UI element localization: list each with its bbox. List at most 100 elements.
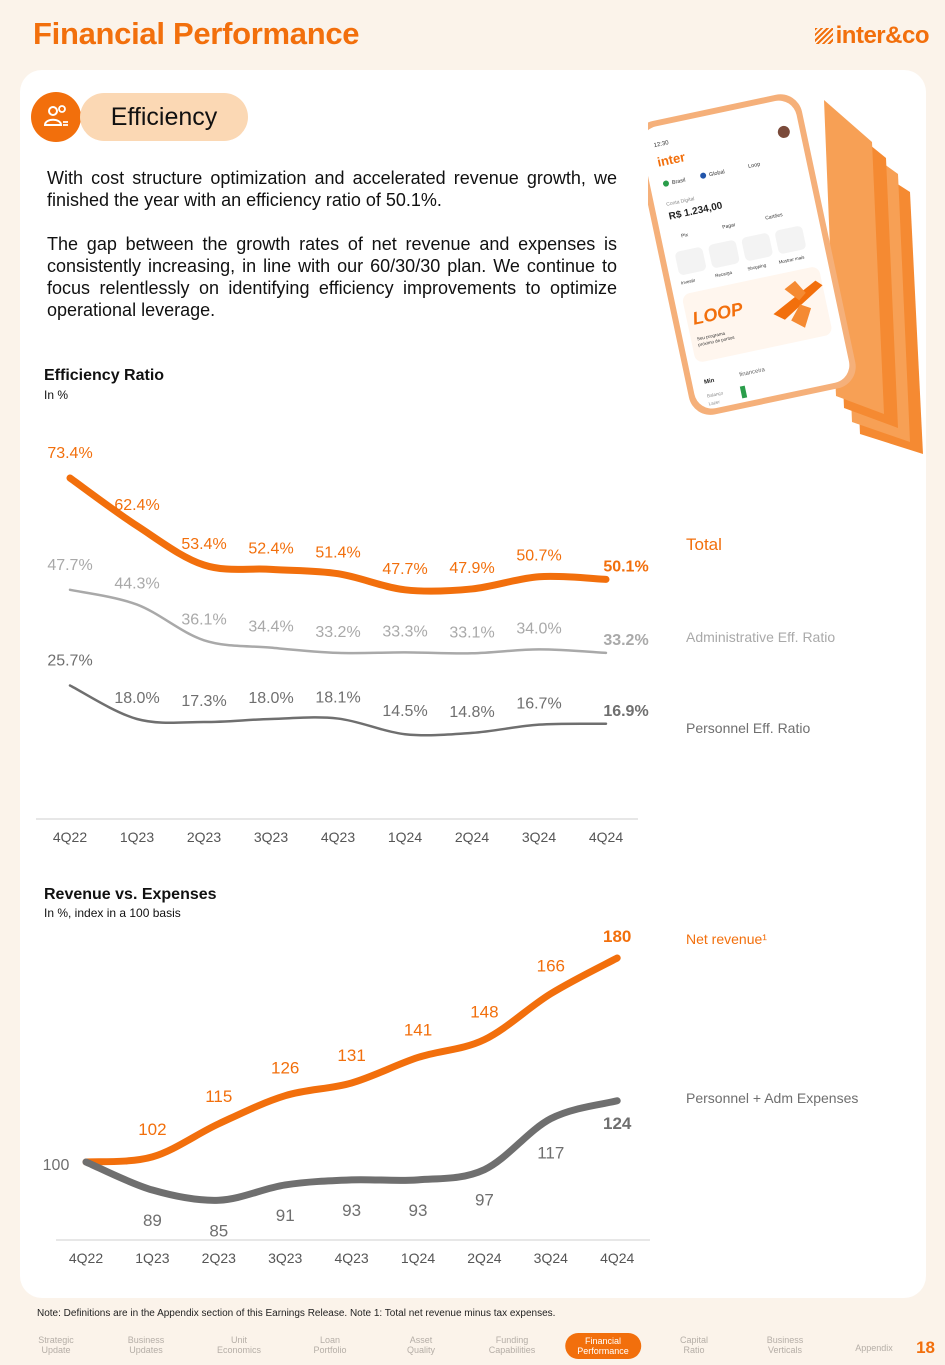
chart1-data-label: 53.4% [181,536,226,553]
phone-bottom-word: financeira [739,367,766,378]
chart1-x-tick: 4Q23 [321,829,355,845]
chart2-x-tick: 2Q24 [467,1250,501,1266]
chart2-data-label: 93 [409,1201,428,1220]
section-nav: Strategic Update Business Updates Unit Eco… [0,1330,945,1365]
chart1-data-label: 18.0% [248,690,293,707]
nav-item-unit-economics[interactable]: Unit Economics [216,1335,262,1355]
chart2-x-tick: 1Q24 [401,1250,435,1266]
phone-stack-shadows [824,100,923,454]
chart1-title: Efficiency Ratio [44,367,165,384]
chart2-data-label: 115 [205,1087,232,1106]
chart2-legend-entry: Net revenue¹ [686,931,767,947]
chart1-x-tick: 4Q22 [53,829,87,845]
chart2-data-label: 141 [404,1020,432,1039]
chart1-data-label: 14.5% [382,703,427,720]
phone-chip-3: Loop [748,162,761,170]
chart2-x-tick: 4Q24 [600,1250,634,1266]
chart2-data-label: 126 [271,1059,299,1078]
chart1-data-label: 62.4% [114,497,159,514]
page-number: 18 [916,1338,935,1357]
chart2-x-tick: 1Q23 [135,1250,169,1266]
brand-logo: inter&co [814,22,930,50]
chart1-data-label: 51.4% [315,545,360,562]
chart1-data-label: 33.2% [315,624,360,641]
chart1-x-tick: 3Q23 [254,829,288,845]
chart1-data-label: 44.3% [114,576,159,593]
efficiency-ratio-chart: 73.4% 62.4% 53.4% 52.4% 51.4% 47.7% 47.9% 50.7%… [36,445,835,845]
chart2-data-label: 148 [470,1003,498,1022]
chart1-data-label: 50.7% [516,548,561,565]
chart1-data-label: 34.0% [516,620,561,637]
phone-avatar [777,125,790,138]
chart2-legend-entry: Personnel + Adm Expenses [686,1090,858,1106]
chart1-x-tick: 1Q24 [388,829,422,845]
chart1-data-label: 50.1% [603,558,648,575]
chart2-series-line-1 [82,954,621,1166]
intro-paragraph-1: With cost structure optimization and acc… [47,168,617,210]
chart2-data-label: 85 [209,1221,228,1240]
nav-item-loan-portfolio[interactable]: Loan Portfolio [313,1335,347,1355]
phone-min-label: Min [704,378,716,386]
chart1-x-tick: 2Q24 [455,829,489,845]
phone-action-cartoes: Cartões [765,212,784,222]
phone-action-pix: Pix [681,232,690,239]
chart1-data-label: 36.1% [181,611,226,628]
chart1-data-label: 47.7% [47,557,92,574]
chart1-series-line-3 [68,684,608,737]
nav-item-asset-quality[interactable]: Asset Quality [406,1335,436,1355]
nav-item-funding-capabilities[interactable]: Funding Capabilities [488,1335,536,1355]
chart2-data-label: 124 [603,1114,632,1133]
chart2-x-tick: 4Q22 [69,1250,103,1266]
nav-item-financial-performance[interactable]: Financial Performance [565,1333,641,1359]
nav-item-business-updates[interactable]: Business Updates [127,1335,165,1355]
nav-item-strategic-update[interactable]: Strategic Update [38,1335,74,1355]
chart1-data-label: 17.3% [181,693,226,710]
chart2-x-tick: 3Q23 [268,1250,302,1266]
airplane-icon [773,280,823,328]
chart1-data-label: 18.1% [315,690,360,707]
revenue-vs-expenses-chart: 102 115 126 131 141 148 166 180 89 85 91 93 93 97 117 1… [43,927,859,1266]
chart1-legend-entry: Administrative Eff. Ratio [686,629,835,645]
phone-balance2-label: Balanço [707,390,724,398]
chart1-data-label: 16.7% [516,696,561,713]
chart1-subtitle: In % [44,388,69,402]
logo-text: inter&co [835,22,930,49]
chart1-data-label: 73.4% [47,445,92,462]
people-icon [31,92,81,142]
chart2-subtitle: In %, index in a 100 basis [44,906,181,920]
nav-item-capital-ratio[interactable]: Capital Ratio [679,1335,709,1355]
chart1-x-tick: 2Q23 [187,829,221,845]
phone-chip-2: Global [709,169,726,178]
chart2-series-line-2 [82,1097,621,1204]
chart2-data-label: 93 [342,1201,361,1220]
footnote: Note: Definitions are in the Appendix se… [37,1308,556,1319]
chart2-data-label: 117 [537,1144,564,1163]
chart1-data-label: 34.4% [248,619,293,636]
chart2-x-tick: 4Q23 [334,1250,368,1266]
chart2-start-label: 100 [43,1157,70,1174]
chart1-series-line-2 [68,588,608,655]
phone-brand: inter [656,149,687,170]
chart1-data-label: 33.3% [382,623,427,640]
chart2-data-label: 131 [337,1046,365,1065]
section-pill: Efficiency [80,93,248,141]
chart1-data-label: 52.4% [248,540,293,557]
chart1-x-tick: 3Q24 [522,829,556,845]
chart1-data-label: 14.8% [449,704,494,721]
chart1-legend-entry: Personnel Eff. Ratio [686,720,810,736]
phone-shortcut-4: Mostrar mais [778,254,805,264]
chart1-series-line-1 [66,474,610,595]
nav-item-appendix[interactable]: Appendix [855,1343,893,1353]
chart1-data-label: 16.9% [603,703,648,720]
chart2-data-label: 102 [138,1120,166,1139]
chart2-data-label: 91 [276,1206,295,1225]
nav-item-business-verticals[interactable]: Business Verticals [766,1335,804,1355]
phone-time: 12:30 [653,140,670,149]
chart1-data-label: 25.7% [47,652,92,669]
chart2-data-label: 97 [475,1191,494,1210]
intro-text: With cost structure optimization and acc… [47,167,617,321]
phone-illustration: 12:30 inter Brasil Global Loop Conta Dig… [648,94,923,454]
chart1-data-label: 18.0% [114,690,159,707]
chart2-data-label: 89 [143,1211,162,1230]
phone-loop-sub-1: Seu programa [696,331,725,342]
